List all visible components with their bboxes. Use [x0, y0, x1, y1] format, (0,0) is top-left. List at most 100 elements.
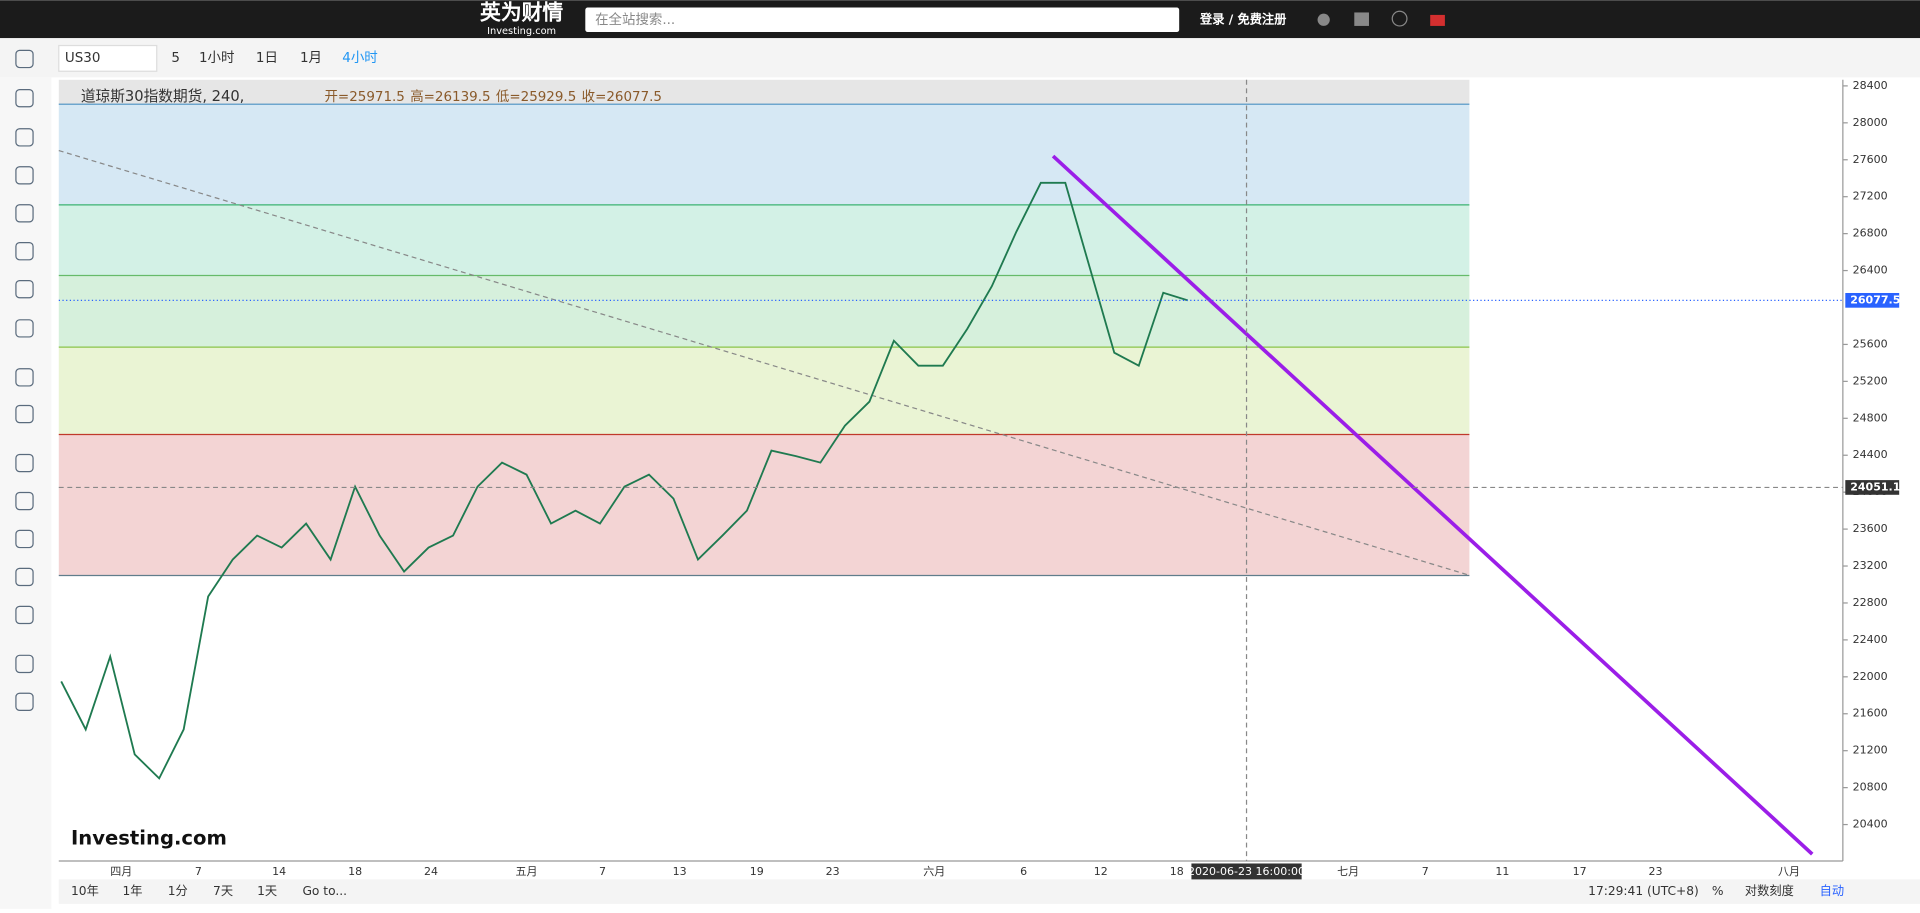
search-box[interactable] [585, 7, 1180, 33]
x-tick-label: 17 [1573, 865, 1587, 878]
y-tick-label: 22000 [1853, 670, 1888, 683]
tool-icon [15, 242, 34, 261]
fib-zone [58, 275, 1470, 348]
legend-title: 道琼斯30指数期货, 240, [81, 88, 245, 105]
y-tick-label: 26800 [1853, 227, 1888, 240]
price-label: 26077.5 [1850, 293, 1900, 306]
y-tick-label: 28000 [1853, 116, 1888, 129]
x-tick-label: 六月 [923, 865, 945, 878]
y-tick-label: 25600 [1853, 337, 1888, 350]
legend-bar [58, 79, 1470, 105]
interval-button[interactable]: 4小时 [342, 50, 377, 66]
logo[interactable]: 英为财情 [480, 1, 563, 25]
x-tick-label: 19 [750, 865, 764, 878]
tool-icon [15, 49, 34, 69]
interval-button[interactable]: 1小时 [199, 50, 234, 66]
range-button[interactable]: Go to... [302, 884, 347, 898]
range-button[interactable]: 7天 [213, 884, 233, 898]
tool-icon [15, 692, 34, 712]
logo-sub: Investing.com [487, 26, 556, 37]
price-line [60, 181, 1189, 780]
y-tick-label: 22400 [1853, 633, 1888, 646]
y-tick-label: 20400 [1853, 818, 1888, 831]
range-button[interactable]: 1分 [168, 884, 188, 898]
x-tick-label: 八月 [1778, 865, 1800, 878]
clock: 17:29:41 (UTC+8) [1588, 884, 1699, 898]
legend-close: 收=26077.5 [582, 89, 662, 105]
y-tick-label: 25200 [1853, 374, 1888, 387]
legend-low: 低=25929.5 [496, 89, 576, 105]
y-tick-label: 22800 [1853, 596, 1888, 609]
toolbar [0, 38, 1920, 78]
x-tick-label: 6 [1020, 865, 1027, 878]
watermark: Investing.com [71, 826, 227, 849]
auto-scale[interactable]: 自动 [1820, 884, 1844, 898]
drawn-line [58, 149, 1470, 576]
tool-icon [15, 453, 34, 473]
x-tick-label: 23 [826, 865, 840, 878]
search-placeholder: 在全站搜索... [595, 11, 675, 28]
tool-icons [15, 49, 34, 712]
y-tick-label: 21200 [1853, 744, 1888, 757]
trend-line [1051, 154, 1814, 856]
y-tick-label: 27600 [1853, 153, 1888, 166]
y-tick-label: 26400 [1853, 264, 1888, 277]
y-tick-label: 23600 [1853, 522, 1888, 535]
y-tick-label: 27200 [1853, 190, 1888, 203]
tool-icon [15, 605, 34, 625]
x-tick-label: 7 [599, 865, 606, 878]
interval-button[interactable]: 1日 [256, 51, 278, 66]
symbol: US30 [65, 51, 101, 66]
tool-icon [15, 319, 34, 338]
x-tick-label: 7 [1422, 865, 1429, 878]
x-tick-label: 18 [348, 865, 362, 878]
crosshair-label: 2020-06-23 16:00:00 [1188, 865, 1305, 878]
x-tick-label: 24 [424, 865, 438, 878]
tool-icon [15, 88, 34, 108]
x-tick-label: 13 [673, 865, 687, 878]
fib-zone [58, 347, 1470, 435]
price-label: 24051.1 [1850, 480, 1900, 493]
log-scale[interactable]: 对数刻度 [1745, 883, 1794, 898]
fib-zone [58, 434, 1470, 576]
price-label-bg [1845, 480, 1900, 495]
login[interactable]: 登录 / 免费注册 [1199, 11, 1286, 26]
flag-icon[interactable] [1430, 14, 1445, 26]
crosshair-label-bg [1191, 863, 1302, 880]
x-tick-label: 七月 [1337, 865, 1359, 878]
range-button[interactable]: 1年 [122, 884, 142, 898]
tool-icon [15, 529, 34, 549]
y-tick-label: 24400 [1853, 448, 1888, 461]
tool-icon [15, 280, 34, 299]
tool-icon [15, 567, 34, 587]
tool-icon [15, 128, 34, 147]
tool-icon [15, 404, 34, 424]
x-tick-label: 7 [195, 865, 202, 878]
interval-button[interactable]: 1月 [300, 51, 322, 66]
price-label-bg [1845, 292, 1900, 308]
clock-icon[interactable] [1391, 10, 1408, 27]
range-button[interactable]: 10年 [71, 884, 99, 898]
legend-open: 开=25971.5 [324, 90, 404, 105]
y-tick-label: 21600 [1853, 707, 1888, 720]
percent[interactable]: % [1712, 884, 1724, 898]
portfolio-icon[interactable] [1354, 12, 1369, 26]
x-tick-label: 23 [1648, 865, 1662, 878]
interval-input[interactable]: 5 [171, 51, 180, 66]
bottom-bar [58, 879, 1920, 904]
fib-zone [58, 204, 1470, 276]
y-tick-label: 28400 [1853, 79, 1888, 92]
tool-icon [15, 654, 34, 674]
bell-icon[interactable] [1317, 13, 1330, 26]
tool-icon [15, 368, 34, 387]
x-tick-label: 12 [1094, 865, 1108, 878]
range-button[interactable]: 1天 [257, 884, 277, 898]
x-tick-label: 14 [272, 865, 286, 878]
legend-high: 高=26139.5 [410, 88, 490, 105]
symbol-box[interactable] [58, 44, 158, 72]
x-tick-label: 11 [1495, 865, 1509, 878]
x-tick-label: 18 [1170, 865, 1184, 878]
tool-icon [15, 204, 34, 223]
